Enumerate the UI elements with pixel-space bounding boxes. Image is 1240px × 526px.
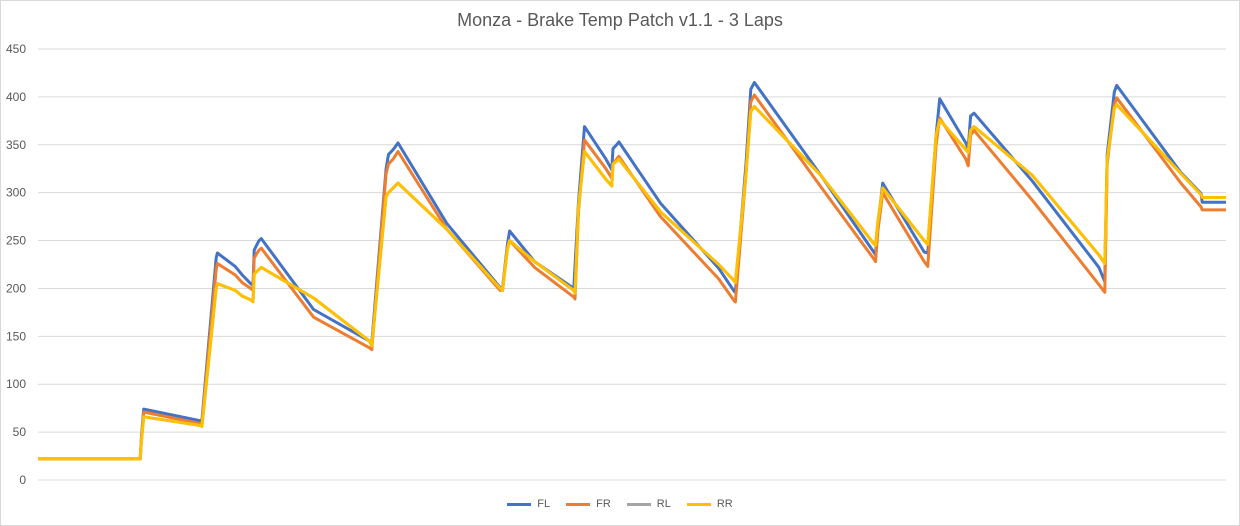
y-axis-tick-labels: 0 50 100 150 200 250 300 350 400 450: [6, 42, 26, 487]
legend: FL FR RL RR: [0, 498, 1240, 510]
legend-swatch: [686, 502, 711, 506]
legend-swatch: [626, 502, 651, 506]
series-line-fr: [38, 93, 1226, 461]
legend-label: FR: [596, 498, 611, 510]
legend-swatch: [566, 502, 591, 506]
y-tick-label: 250: [6, 234, 26, 248]
series-line-rr: [38, 103, 1226, 461]
legend-item-fl: FL: [507, 498, 550, 510]
legend-label: RL: [656, 498, 671, 510]
y-tick-label: 450: [6, 42, 26, 56]
legend-item-rl: RL: [626, 498, 671, 510]
y-tick-label: 200: [6, 281, 26, 295]
legend-label: RR: [716, 498, 733, 510]
y-tick-label: 50: [13, 425, 27, 439]
legend-item-fr: FR: [566, 498, 611, 510]
y-tick-label: 100: [6, 377, 26, 391]
chart-title: Monza - Brake Temp Patch v1.1 - 3 Laps: [457, 10, 783, 30]
legend-swatch: [507, 502, 532, 506]
series-lines: [38, 81, 1226, 461]
gridlines: [38, 48, 1226, 481]
y-tick-label: 300: [6, 186, 26, 200]
legend-item-rr: RR: [686, 498, 733, 510]
y-tick-label: 0: [19, 473, 26, 487]
y-tick-label: 400: [6, 90, 26, 104]
y-tick-label: 350: [6, 138, 26, 152]
legend-label: FL: [537, 498, 551, 510]
y-tick-label: 150: [6, 329, 26, 343]
